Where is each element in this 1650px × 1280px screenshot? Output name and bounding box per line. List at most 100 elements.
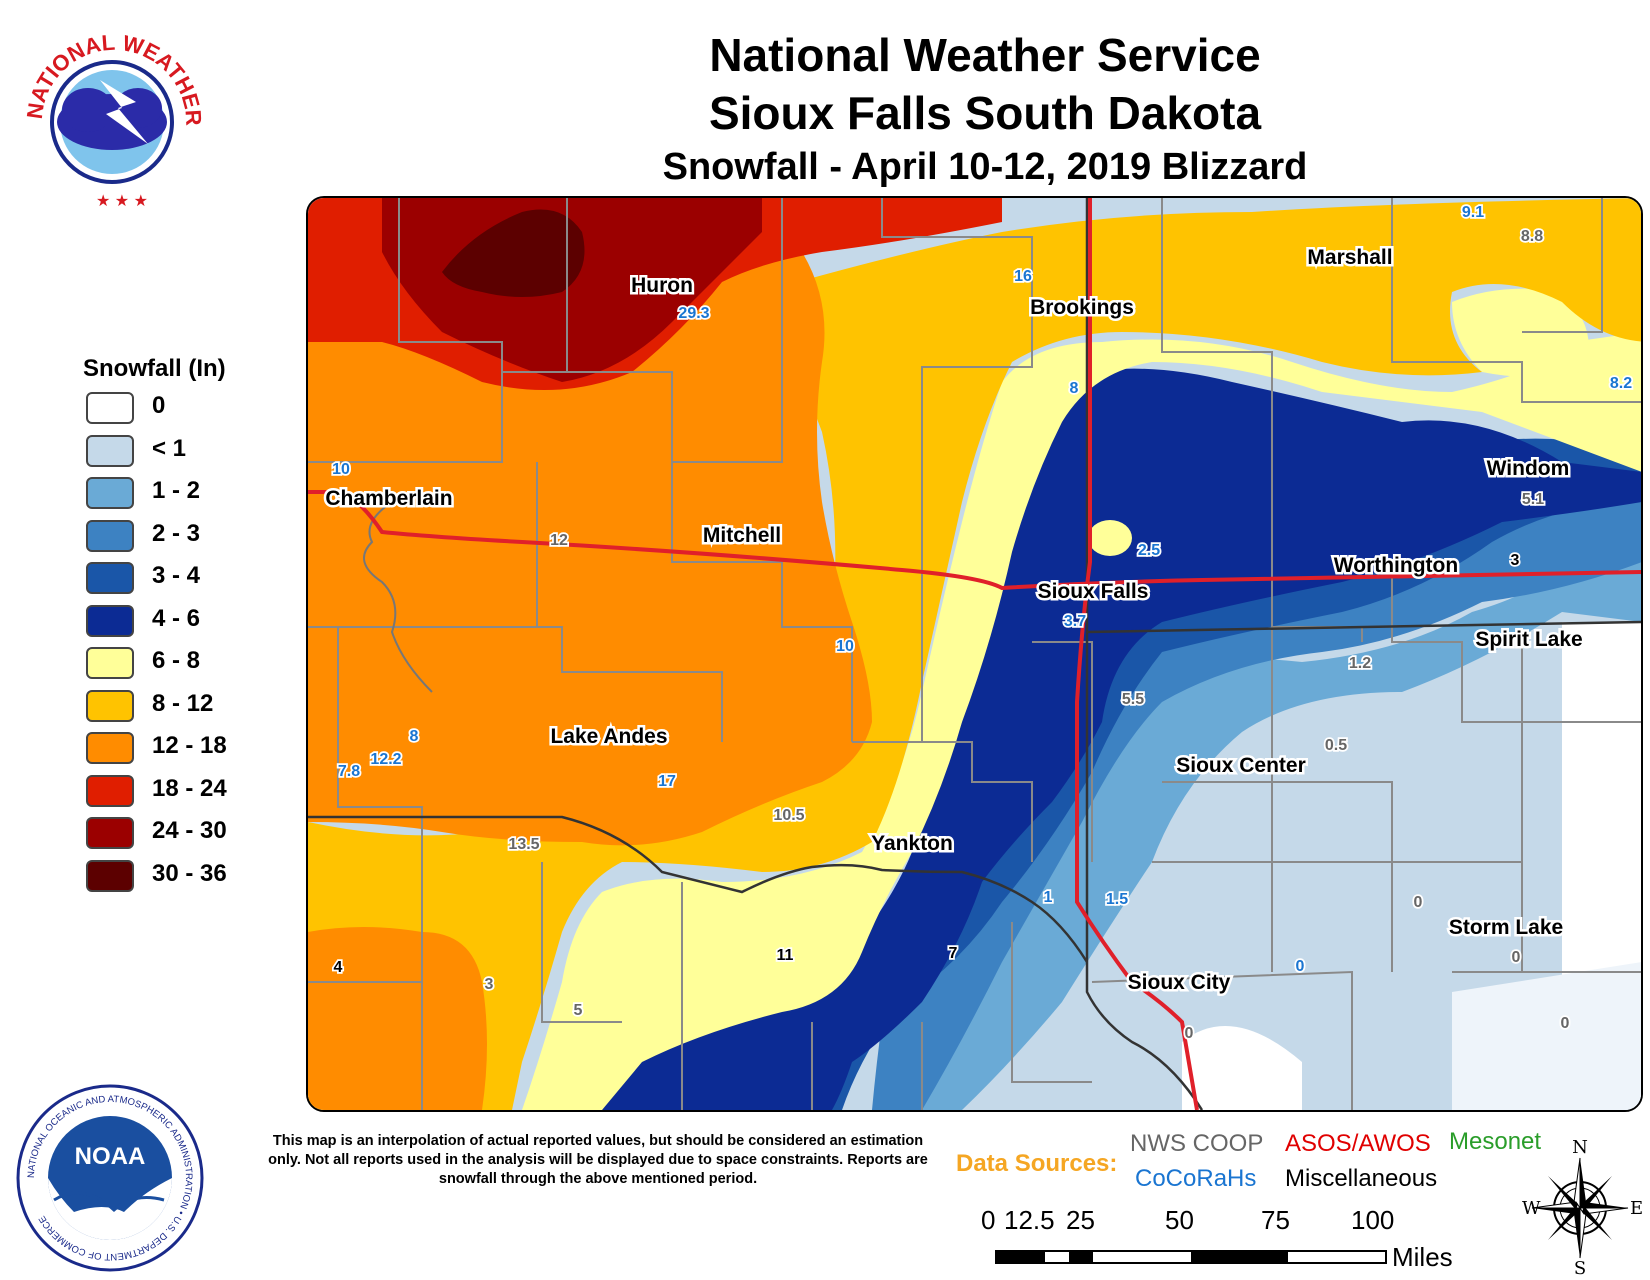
band-30-36: [442, 209, 585, 297]
snowfall-report: 12: [550, 532, 568, 549]
source-cocorahs: CoCoRaHs: [1135, 1165, 1257, 1192]
snowfall-report: 5: [574, 1002, 583, 1019]
title-line-2: Sioux Falls South Dakota: [708, 87, 1262, 139]
legend-label: 18 - 24: [152, 774, 227, 802]
scale-tick-label: 12.5: [1004, 1205, 1055, 1235]
snowfall-report: 4: [334, 959, 343, 976]
nws-logo: NATIONAL WEATHER SERVICE ★ ★ ★: [2, 0, 215, 215]
source-nws-coop: NWS COOP: [1130, 1130, 1264, 1157]
svg-text:N: N: [1572, 1138, 1588, 1158]
legend-swatch: [86, 689, 134, 722]
snowfall-report: 3.7: [1064, 613, 1086, 630]
legend-label: 0: [152, 392, 166, 419]
snowfall-report: 7.8: [338, 763, 360, 780]
state-boundaries: [308, 198, 1641, 1110]
city-label: Marshall: [1307, 246, 1392, 269]
source-miscellaneous: Miscellaneous: [1285, 1165, 1438, 1192]
snowfall-report: 0: [1512, 949, 1521, 966]
band-6-8: [522, 332, 1641, 1110]
legend-swatch: [86, 562, 134, 594]
snowfall-report: 0: [1185, 1025, 1194, 1042]
scale-bar-graphic: [995, 1250, 1387, 1264]
city-label: Windom: [1487, 457, 1570, 480]
city-label: Spirit Lake: [1475, 628, 1582, 651]
snowfall-report: 1: [1044, 889, 1053, 906]
legend-label: 3 - 4: [152, 562, 201, 589]
legend-swatch: [86, 859, 134, 892]
band-zero-se: [1452, 962, 1641, 1110]
legend-label: 30 - 36: [152, 859, 227, 887]
legend-swatch: [86, 392, 134, 424]
snowfall-report: 8: [1070, 380, 1079, 397]
snowfall-report: 29.3: [678, 305, 709, 322]
legend-label: 4 - 6: [152, 604, 201, 632]
legend-swatch: [86, 477, 134, 509]
band-4-6: [602, 368, 1641, 1110]
city-label: Yankton: [871, 832, 953, 855]
legend-title: Snowfall (In): [83, 355, 226, 382]
snowfall-report: 5.5: [1122, 691, 1144, 708]
legend-label: 2 - 3: [152, 519, 201, 547]
city-label: Brookings: [1030, 296, 1134, 319]
interstate-highways: [308, 198, 1641, 1110]
city-label: Worthington: [1334, 554, 1458, 577]
legend-swatch: [86, 519, 134, 552]
snowfall-report: 7: [949, 945, 958, 962]
snowfall-report: 0: [1414, 894, 1423, 911]
legend-swatch: [86, 732, 134, 764]
legend-swatch: [86, 817, 134, 849]
snowfall-map: Huron Brookings Marshall Chamberlain Mitchel…: [306, 196, 1643, 1112]
snowfall-report: 12.2: [370, 751, 401, 768]
city-label: Sioux Center: [1176, 754, 1306, 777]
missouri-river: [363, 501, 433, 693]
snowfall-report: 5.1: [1522, 491, 1544, 508]
snowfall-report: 0: [1296, 958, 1305, 975]
scale-tick-label: 100: [1351, 1205, 1395, 1235]
snowfall-report: 1.2: [1349, 655, 1371, 672]
city-label: Sioux Falls: [1038, 580, 1149, 603]
legend-label: 24 - 30: [152, 817, 227, 844]
scale-tick-label: 75: [1261, 1205, 1290, 1235]
svg-text:★ ★ ★: ★ ★ ★: [96, 193, 148, 210]
snowfall-report: 8.8: [1521, 228, 1543, 245]
source-mesonet: Mesonet: [1449, 1128, 1542, 1155]
snowfall-report: 11: [777, 947, 794, 964]
snowfall-report: 0: [1561, 1015, 1570, 1032]
scale-tick-label: 50: [1165, 1205, 1194, 1235]
scale-tick-label: 0: [981, 1205, 996, 1235]
city-label: Mitchell: [703, 524, 781, 547]
legend-swatch: [86, 774, 134, 807]
legend-swatch: [86, 647, 134, 679]
legend-label: < 1: [152, 434, 187, 462]
snowfall-report: 8.2: [1610, 375, 1632, 392]
snowfall-report: 3: [485, 976, 494, 993]
data-sources-label: Data Sources:: [956, 1150, 1118, 1177]
scale-unit: Miles: [1392, 1242, 1453, 1272]
disclaimer-text: This map is an interpolation of actual r…: [268, 1133, 928, 1187]
snowfall-report: 9.1: [1462, 204, 1484, 221]
city-label: Storm Lake: [1449, 916, 1563, 939]
snowfall-report: 3: [1511, 552, 1520, 569]
snowfall-report: 17: [658, 773, 676, 790]
title-line-3: Snowfall - April 10-12, 2019 Blizzard: [662, 146, 1308, 188]
noaa-logo: NOAA NATIONAL OCEANIC AND ATMOSPHERIC AD…: [14, 1082, 206, 1274]
city-label: Lake Andes: [550, 725, 667, 748]
legend-label: 1 - 2: [152, 477, 201, 504]
band-zero-sc: [1182, 1026, 1302, 1110]
city-label: Sioux City: [1128, 971, 1231, 994]
snowfall-report: 1.5: [1106, 891, 1128, 908]
svg-text:E: E: [1630, 1198, 1643, 1219]
legend-label: 6 - 8: [152, 647, 201, 674]
county-boundaries: [308, 198, 1641, 1110]
source-asos-awos: ASOS/AWOS: [1285, 1130, 1431, 1157]
snowfall-report: 2.5: [1138, 542, 1160, 559]
snowfall-report: 10: [836, 638, 854, 655]
legend-swatch: [86, 434, 134, 467]
snowfall-report: 10: [332, 461, 350, 478]
svg-text:S: S: [1574, 1258, 1586, 1275]
legend-swatch: [86, 604, 134, 637]
snowfall-report: 0.5: [1325, 737, 1347, 754]
city-label: Huron: [631, 274, 693, 297]
legend-label: 8 - 12: [152, 689, 214, 717]
compass-rose: N S W E: [1518, 1137, 1643, 1279]
